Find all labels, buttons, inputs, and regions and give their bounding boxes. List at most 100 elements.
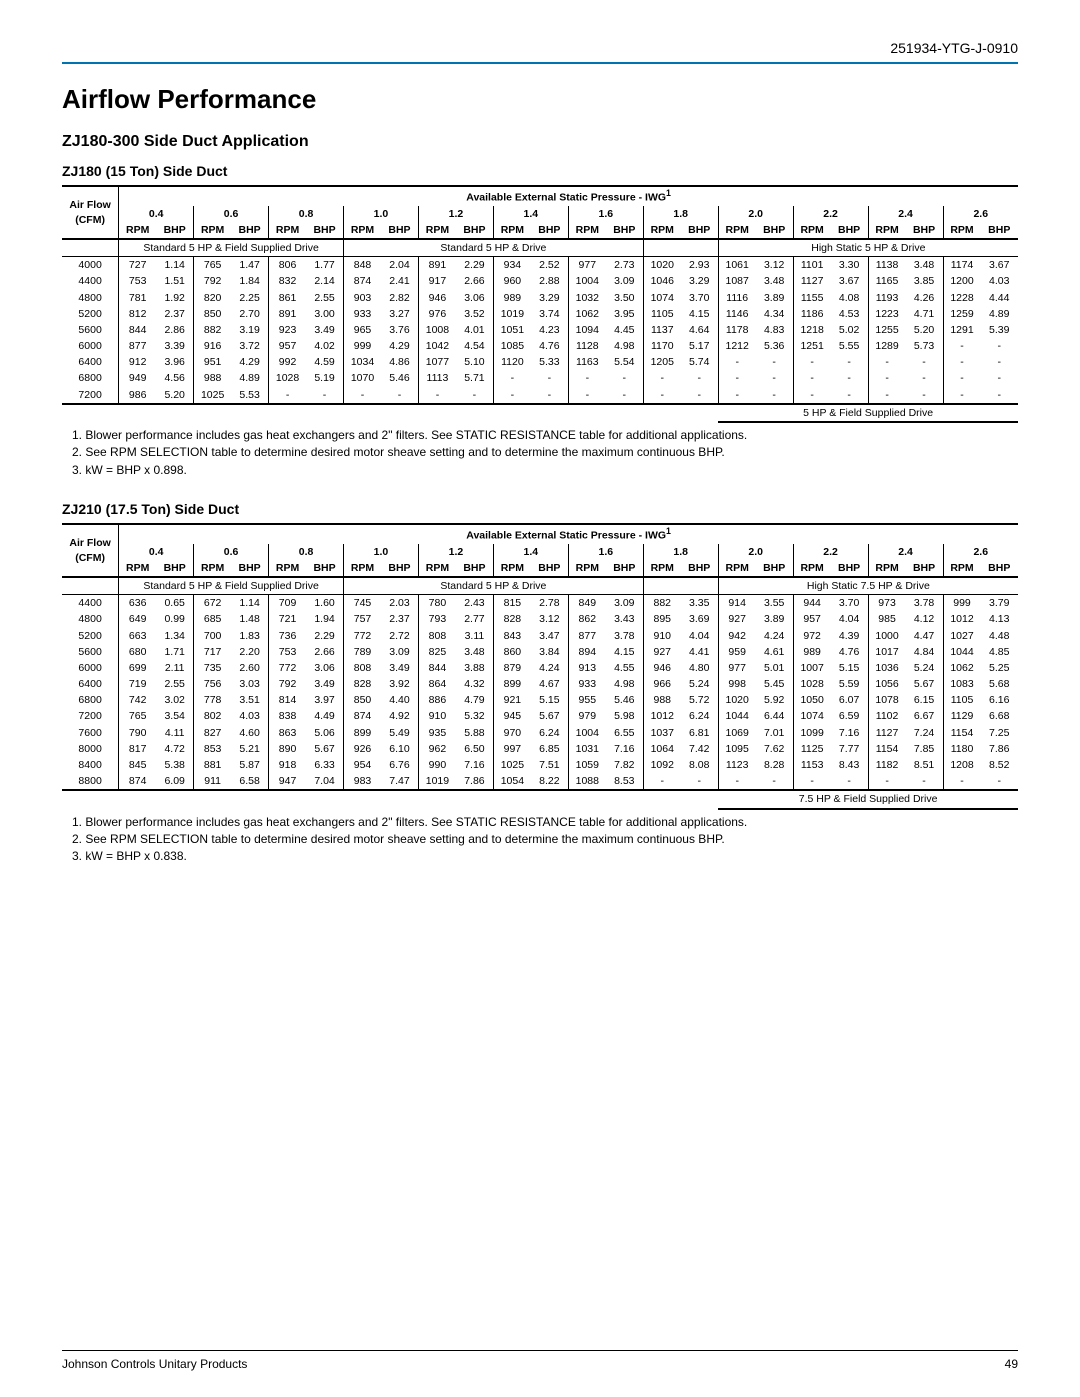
- data-cell: 772: [269, 660, 306, 676]
- data-cell: 989: [793, 644, 830, 660]
- data-cell: 790: [119, 725, 156, 741]
- data-cell: 6.07: [831, 692, 868, 708]
- pressure-col: 2.6: [943, 206, 1018, 222]
- section-right: High Static 7.5 HP & Drive: [718, 577, 1018, 595]
- data-cell: 3.84: [531, 644, 568, 660]
- data-cell: 989: [493, 290, 530, 306]
- data-cell: 1028: [793, 676, 830, 692]
- pressure-col: 0.8: [269, 206, 344, 222]
- rpm-bhp-sub: RPM: [568, 222, 605, 239]
- data-cell: 1208: [943, 757, 980, 773]
- cfm-cell: 7200: [62, 708, 119, 724]
- data-cell: 1008: [418, 322, 455, 338]
- data-cell: 4.55: [606, 660, 643, 676]
- data-cell: -: [643, 387, 680, 404]
- rpm-bhp-sub: RPM: [718, 560, 755, 577]
- data-cell: 4.54: [456, 338, 493, 354]
- page-number: 49: [1005, 1357, 1018, 1371]
- table-row: 60008773.399163.729574.029994.2910424.54…: [62, 338, 1018, 354]
- cfm-cell: 8400: [62, 757, 119, 773]
- data-cell: 6.76: [381, 757, 418, 773]
- data-cell: 825: [418, 644, 455, 660]
- data-cell: 923: [269, 322, 306, 338]
- data-cell: 3.95: [606, 306, 643, 322]
- data-cell: 8.52: [980, 757, 1018, 773]
- data-cell: -: [756, 773, 793, 790]
- rpm-bhp-sub: RPM: [868, 222, 905, 239]
- data-cell: 7.04: [306, 773, 343, 790]
- data-cell: -: [756, 370, 793, 386]
- cfm-cell: 5600: [62, 322, 119, 338]
- data-cell: 850: [194, 306, 231, 322]
- data-cell: 877: [119, 338, 156, 354]
- data-cell: 5.74: [681, 354, 718, 370]
- data-cell: 636: [119, 595, 156, 612]
- data-cell: 3.67: [980, 257, 1018, 274]
- doc-number: 251934-YTG-J-0910: [62, 40, 1018, 56]
- data-cell: 890: [269, 741, 306, 757]
- data-cell: 5.67: [906, 676, 943, 692]
- data-cell: 5.53: [231, 387, 268, 404]
- data-cell: 1025: [493, 757, 530, 773]
- rpm-bhp-sub: BHP: [531, 560, 568, 577]
- data-cell: 6.81: [681, 725, 718, 741]
- data-cell: 736: [269, 628, 306, 644]
- data-cell: 1182: [868, 757, 905, 773]
- data-cell: 1127: [868, 725, 905, 741]
- data-cell: 7.47: [381, 773, 418, 790]
- data-cell: 1105: [643, 306, 680, 322]
- rpm-bhp-sub: BHP: [681, 222, 718, 239]
- data-cell: 8.51: [906, 757, 943, 773]
- rpm-bhp-sub: RPM: [344, 560, 381, 577]
- data-cell: 5.71: [456, 370, 493, 386]
- data-cell: 1051: [493, 322, 530, 338]
- data-cell: 845: [119, 757, 156, 773]
- data-cell: 1129: [943, 708, 980, 724]
- data-cell: 2.78: [531, 595, 568, 612]
- pressure-col: 2.4: [868, 206, 943, 222]
- data-cell: 4.67: [531, 676, 568, 692]
- data-cell: 1163: [568, 354, 605, 370]
- note-line: 3. kW = BHP x 0.898.: [72, 462, 1018, 479]
- data-cell: 6.58: [231, 773, 268, 790]
- rpm-bhp-sub: RPM: [119, 222, 156, 239]
- rpm-bhp-sub: BHP: [306, 222, 343, 239]
- data-cell: 1000: [868, 628, 905, 644]
- data-cell: 6.15: [906, 692, 943, 708]
- data-cell: 3.89: [756, 611, 793, 627]
- data-cell: 976: [418, 306, 455, 322]
- data-cell: -: [681, 370, 718, 386]
- data-cell: 7.62: [756, 741, 793, 757]
- data-cell: 3.12: [531, 611, 568, 627]
- data-cell: 789: [344, 644, 381, 660]
- data-cell: 927: [643, 644, 680, 660]
- data-cell: 3.29: [531, 290, 568, 306]
- data-cell: 6.24: [531, 725, 568, 741]
- data-cell: 945: [493, 708, 530, 724]
- data-cell: 5.59: [831, 676, 868, 692]
- data-cell: 4.71: [906, 306, 943, 322]
- data-cell: 721: [269, 611, 306, 627]
- data-cell: 4.34: [756, 306, 793, 322]
- data-cell: 814: [269, 692, 306, 708]
- data-cell: 3.48: [756, 273, 793, 289]
- data-cell: 4.53: [831, 306, 868, 322]
- cfm-header: Air Flow(CFM): [62, 524, 119, 577]
- data-cell: 806: [269, 257, 306, 274]
- table-row: 56008442.868823.199233.499653.7610084.01…: [62, 322, 1018, 338]
- data-cell: 8.53: [606, 773, 643, 790]
- data-cell: 1193: [868, 290, 905, 306]
- data-cell: 2.72: [381, 628, 418, 644]
- data-cell: 3.09: [381, 644, 418, 660]
- data-cell: -: [906, 387, 943, 404]
- page-footer: Johnson Controls Unitary Products 49: [62, 1350, 1018, 1371]
- data-cell: 891: [269, 306, 306, 322]
- data-cell: 5.15: [831, 660, 868, 676]
- data-cell: 756: [194, 676, 231, 692]
- data-cell: 1004: [568, 273, 605, 289]
- performance-table: Air Flow(CFM)Available External Static P…: [62, 185, 1018, 423]
- data-cell: 877: [568, 628, 605, 644]
- data-cell: 914: [718, 595, 755, 612]
- section-left: Standard 5 HP & Field Supplied Drive: [119, 577, 344, 595]
- pressure-col: 1.0: [344, 206, 419, 222]
